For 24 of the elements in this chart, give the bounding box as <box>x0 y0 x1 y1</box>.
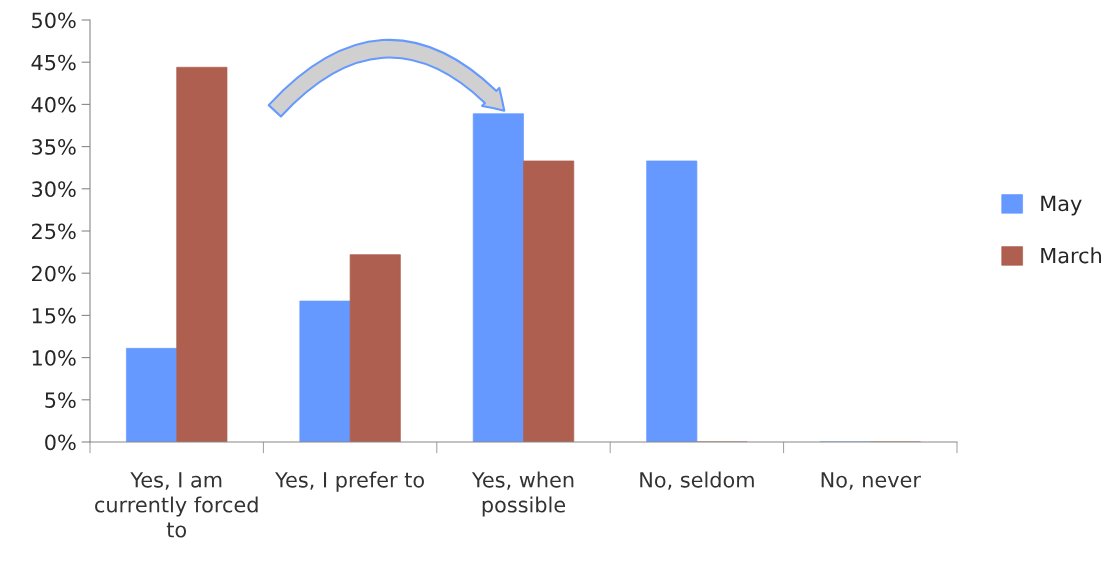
x-tick-label: Yes, I prefer to <box>275 471 424 492</box>
bar <box>126 347 178 442</box>
bar <box>523 160 575 442</box>
y-tick-label: 20% <box>32 265 76 282</box>
bar <box>176 66 228 442</box>
x-tick-label: Yes, I am currently forced to <box>95 472 258 538</box>
x-tick-label: Yes, when possible <box>471 471 574 517</box>
legend-label: May <box>1041 195 1082 216</box>
legend-label: March <box>1041 247 1101 264</box>
bar <box>299 300 351 442</box>
y-tick-label: 15% <box>32 307 76 324</box>
y-tick-label: 45% <box>31 54 76 71</box>
y-tick-label: 50% <box>32 12 76 29</box>
x-tick-label: No, never <box>821 472 921 490</box>
x-tick-label: No, seldom <box>640 471 754 490</box>
y-tick-label: 30% <box>32 181 76 198</box>
bar <box>349 254 401 442</box>
y-tick-label: 0% <box>45 434 76 451</box>
y-tick-label: 5% <box>45 392 76 409</box>
y-tick-label: 25% <box>32 223 76 240</box>
y-tick-label: 10% <box>32 350 76 366</box>
y-tick-label: 35% <box>32 139 76 155</box>
bar <box>646 160 698 442</box>
y-tick-label: 40% <box>31 96 76 113</box>
